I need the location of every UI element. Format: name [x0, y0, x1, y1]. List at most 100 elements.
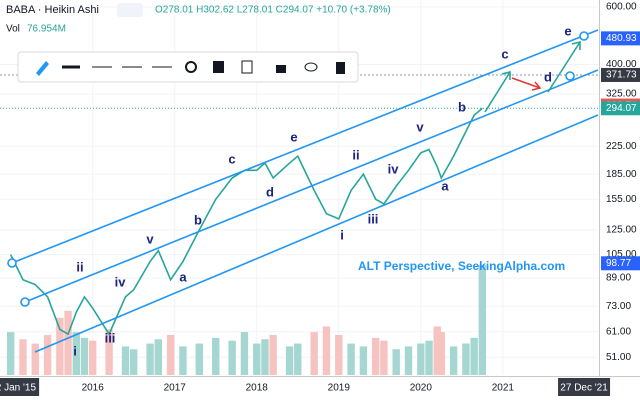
volume-bar: [372, 337, 380, 375]
price-label-box: [601, 101, 640, 116]
wave-label: i: [73, 343, 77, 358]
volume-bar: [89, 340, 97, 375]
price-label: 371.73: [606, 70, 637, 81]
wave-label: c: [228, 151, 235, 166]
y-tick-label: 400.00: [606, 59, 637, 70]
volume-bar: [228, 340, 236, 375]
x-axis: [0, 376, 640, 400]
volume-bar: [121, 346, 130, 375]
pen-icon[interactable]: [36, 61, 49, 76]
x-edge-label-box: [0, 378, 40, 396]
wave-label: i: [340, 227, 344, 242]
volume-bar: [212, 337, 220, 375]
template-icon[interactable]: [213, 61, 224, 73]
y-tick-label: 61.00: [606, 326, 631, 337]
volume-bar: [105, 329, 113, 375]
volume-bar: [195, 343, 204, 375]
ohlc: O278.01 H302.62 L278.01 C294.07 +10.70 (…: [155, 5, 391, 16]
volume-bar: [359, 346, 368, 375]
volume-bar: [285, 346, 294, 375]
wave-label: v: [146, 231, 154, 246]
y-tick-label: 325.00: [606, 89, 637, 100]
price-label: 98.77: [606, 258, 631, 269]
drawing-toolbar: [17, 51, 359, 83]
volume-bar: [261, 339, 269, 375]
volume-value: 76.954M: [27, 24, 66, 35]
y-axis: [600, 0, 640, 376]
volume-bar: [179, 346, 187, 375]
volume-bar: [43, 334, 52, 375]
header-button[interactable]: [117, 3, 143, 17]
volume-bar: [347, 343, 355, 375]
lock-icon[interactable]: [276, 65, 286, 73]
handle[interactable]: [565, 71, 575, 81]
price-label: 294.07: [606, 103, 637, 114]
settings-icon[interactable]: [185, 61, 197, 73]
volume-bar: [64, 310, 72, 375]
wave-label: iv: [115, 274, 127, 289]
watermark: ALT Perspective, SeekingAlpha.com: [358, 259, 565, 273]
volume-bar: [56, 317, 64, 375]
volume-bar: [478, 265, 487, 375]
channel: [7, 29, 599, 353]
y-tick-label: 105.00: [606, 249, 637, 260]
price-label-box: [601, 256, 640, 271]
volume-bar: [72, 332, 80, 375]
symbol-title: BABA · Heikin Ashi: [6, 4, 99, 16]
wave-label: e: [290, 129, 297, 144]
x-tick-label: 2018: [246, 383, 269, 394]
delete-icon[interactable]: [336, 62, 345, 74]
volume-bar: [6, 332, 15, 375]
volume-bar: [19, 339, 27, 375]
volume-bar: [269, 334, 277, 375]
price-label-box: [601, 67, 640, 82]
x-tick-label: 2021: [492, 383, 515, 394]
wave-label: a: [179, 269, 187, 284]
handle[interactable]: [579, 31, 589, 41]
volume-bar: [154, 339, 163, 375]
y-tick-label: 600.00: [606, 2, 637, 13]
wave-label: c: [501, 46, 508, 61]
handle[interactable]: [20, 297, 30, 307]
x-tick-label: 2020: [410, 383, 433, 394]
volume-bar: [404, 346, 413, 375]
y-tick-label: 185.00: [606, 169, 637, 180]
arrow: [547, 40, 581, 93]
wave-label: v: [416, 119, 424, 134]
visibility-icon[interactable]: [304, 62, 318, 72]
wave-label: d: [266, 184, 274, 199]
volume-bar: [240, 332, 249, 375]
wave-label: a: [441, 178, 449, 193]
arrow: [511, 77, 542, 91]
volume-bar: [449, 346, 458, 375]
volume-bar: [380, 340, 388, 375]
price-line: [9, 107, 483, 336]
wave-label: d: [544, 69, 552, 84]
volume-bar: [462, 343, 470, 375]
x-edge-label: 12 Jan '15: [0, 383, 36, 394]
volume-bar: [253, 343, 261, 375]
price-label-box: [601, 31, 640, 46]
wave-label: ii: [76, 259, 83, 274]
y-tick-label: 125.00: [606, 224, 637, 235]
y-tick-label: 89.00: [606, 273, 631, 284]
volume-bar: [425, 340, 433, 375]
arrows: [484, 40, 581, 113]
volume-bar: [80, 337, 89, 375]
arrow: [484, 70, 511, 113]
channel-middle: [24, 69, 599, 303]
x-tick-label: 2019: [328, 383, 351, 394]
volume-bar: [166, 334, 175, 375]
volume-bar: [437, 332, 446, 375]
wave-label: e: [564, 23, 571, 38]
volume-bar: [31, 343, 39, 375]
wave-label: b: [194, 212, 202, 227]
clone-icon[interactable]: [241, 60, 253, 74]
x-tick-label: 2017: [164, 383, 187, 394]
x-tick-label: 2016: [82, 383, 105, 394]
wave-label: ii: [352, 147, 359, 162]
wave-label: iii: [368, 211, 379, 226]
handle[interactable]: [7, 258, 17, 268]
